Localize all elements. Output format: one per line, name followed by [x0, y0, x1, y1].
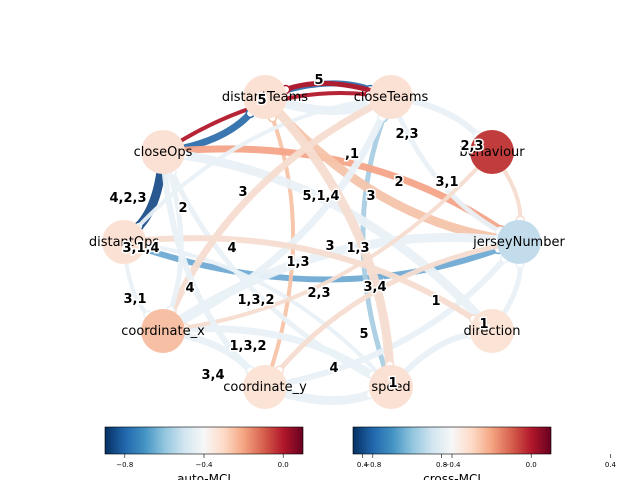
- node-distantOps: [102, 220, 146, 264]
- edge-label: 2,3: [395, 127, 418, 142]
- colorbar-auto-mci: −0.8 −0.4 0.0 0.4 0.8 auto-MCI: [104, 426, 447, 480]
- node-direction: [470, 309, 514, 353]
- edge-label: 4: [227, 241, 236, 256]
- edge-label: 4,2,3: [109, 191, 146, 206]
- node-label-jerseyNumber: jerseyNumber: [472, 235, 565, 250]
- edge-label: 3: [238, 185, 247, 200]
- edge-label: 5: [314, 73, 323, 88]
- edge-label: 1: [388, 376, 397, 391]
- edge-label: 2: [178, 201, 187, 216]
- colorbar-tick-label: −0.4: [196, 461, 214, 469]
- edge-label: 1: [479, 317, 488, 332]
- node-coordinate_y: [243, 365, 287, 409]
- node-closeOps: [141, 130, 185, 174]
- edge-label: 1: [431, 294, 440, 309]
- node-behaviour: [470, 130, 514, 174]
- edge-closeTeams-jerseyNumber: [388, 94, 503, 234]
- edge-label: 5: [257, 93, 266, 108]
- edge-label: 3,4: [363, 280, 386, 295]
- colorbar-tick-label: −0.8: [364, 461, 381, 469]
- colorbar-auto-mci-ticks: −0.8 −0.4 0.0 0.4 0.8: [116, 454, 447, 469]
- edge-label: 1,3: [286, 255, 309, 270]
- edge-jerseyNumber-coordinate_y: [276, 239, 522, 373]
- edge-label: 1,3: [346, 241, 369, 256]
- edge-label: 2: [394, 175, 403, 190]
- edge-coordinate_x-speed: [159, 325, 377, 379]
- edge-distantOps-jerseyNumber: [121, 239, 502, 283]
- edge-coordinate_y-jerseyNumber: [262, 255, 508, 390]
- edge-behaviour-coordinate_x: [182, 150, 494, 330]
- edge-label: 5,1,4: [302, 189, 339, 204]
- colorbar-auto-mci-title: auto-MCI: [177, 472, 231, 480]
- node-jerseyNumber: [497, 220, 541, 264]
- colorbar-tick-label: −0.4: [444, 461, 462, 469]
- node-speed: [369, 365, 413, 409]
- node-label-distantTeams: distantTeams: [222, 90, 308, 105]
- colorbar-tick-label: 0.8: [436, 461, 447, 469]
- edge-label: 2,3: [460, 139, 483, 154]
- edge-labels-layer: 5 5 2,3 2,3 ,1 4,2,3 2 3,1 3 5,1,4 3 3,1,4 4 3 1,3 1,3 4…: [108, 72, 490, 393]
- node-label-coordinate_y: coordinate_y: [223, 380, 307, 395]
- colorbar-cross-mci-gradient: [352, 426, 552, 455]
- edge-label: 2,3: [307, 286, 330, 301]
- colorbar-tick-label: 0.4: [605, 461, 617, 469]
- node-label-behaviour: behaviour: [459, 145, 525, 160]
- edge-label: ,1: [345, 147, 359, 162]
- colorbar-tick-label: 0.0: [278, 461, 289, 469]
- node-label-speed: speed: [371, 380, 410, 395]
- colorbar-auto-mci-gradient: [104, 426, 304, 455]
- edge-label: 1,3,2: [237, 293, 274, 308]
- node-label-closeOps: closeOps: [134, 145, 193, 160]
- edge-label: 3: [325, 239, 334, 254]
- edge-label: 3,1: [435, 175, 458, 190]
- node-label-coordinate_x: coordinate_x: [121, 324, 205, 339]
- colorbar-cross-mci-title: cross-MCI: [423, 472, 481, 480]
- edge-distantOps-closeTeams: [122, 98, 372, 244]
- colorbar-tick-label: −0.8: [116, 461, 133, 469]
- edge-label: 3,1,4: [122, 241, 159, 256]
- colorbar-cross-mci-ticks: −0.8 −0.4 0.0 0.4 0.8: [364, 454, 617, 469]
- edge-label: 5: [359, 327, 368, 342]
- node-closeTeams: [369, 75, 413, 119]
- node-coordinate_x: [141, 309, 185, 353]
- colorbar-cross-mci: −0.8 −0.4 0.0 0.4 0.8 cross-MCI: [352, 426, 617, 480]
- edges-layer: [121, 80, 525, 406]
- edge-distantTeams-speed: [260, 92, 395, 370]
- edge-label: 3,4: [201, 368, 224, 383]
- node-label-distantOps: distantOps: [89, 235, 160, 250]
- colorbar-tick-label: 0.0: [526, 461, 537, 469]
- nodes-layer: distantTeams closeTeams closeOps behaviour d…: [89, 75, 565, 409]
- edge-label: 4: [185, 281, 194, 296]
- edge-label: 3,1: [123, 292, 146, 307]
- node-label-closeTeams: closeTeams: [354, 90, 429, 105]
- edge-label: 4: [329, 361, 338, 376]
- edge-label: 3: [366, 189, 375, 204]
- node-label-direction: direction: [464, 324, 521, 339]
- edge-closeOps-coordinate_y: [160, 149, 253, 374]
- node-distantTeams: [243, 75, 287, 119]
- edge-label: 1,3,2: [229, 339, 266, 354]
- colorbar-tick-label: 0.4: [357, 461, 369, 469]
